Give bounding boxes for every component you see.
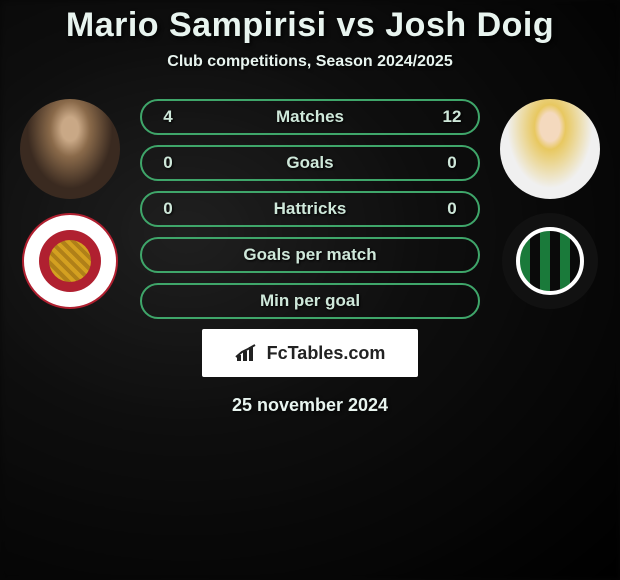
comparison-card: Mario Sampirisi vs Josh Doig Club compet… <box>0 0 620 416</box>
stat-left-value: 0 <box>142 199 194 219</box>
stat-right-value: 0 <box>426 199 478 219</box>
stat-left-value: 4 <box>142 107 194 127</box>
stat-label: Goals <box>194 153 426 173</box>
subtitle: Club competitions, Season 2024/2025 <box>167 53 452 71</box>
left-column <box>18 99 122 309</box>
stat-label: Matches <box>194 107 426 127</box>
stat-row-mpg: Min per goal <box>140 283 480 319</box>
stat-label: Min per goal <box>194 291 426 311</box>
stat-right-value: 0 <box>426 153 478 173</box>
footer-date: 25 november 2024 <box>232 395 388 416</box>
stat-row-gpm: Goals per match <box>140 237 480 273</box>
stat-label: Hattricks <box>194 199 426 219</box>
stat-right-value: 12 <box>426 107 478 127</box>
stats-column: 4 Matches 12 0 Goals 0 0 Hattricks 0 Goa… <box>140 99 480 319</box>
left-club-badge <box>22 213 118 309</box>
brand-text: FcTables.com <box>267 343 386 364</box>
right-player-avatar <box>500 99 600 199</box>
main-row: 4 Matches 12 0 Goals 0 0 Hattricks 0 Goa… <box>0 99 620 319</box>
stat-label: Goals per match <box>194 245 426 265</box>
brand-badge: FcTables.com <box>202 329 418 377</box>
stat-row-goals: 0 Goals 0 <box>140 145 480 181</box>
right-column <box>498 99 602 309</box>
page-title: Mario Sampirisi vs Josh Doig <box>66 6 554 45</box>
right-club-badge <box>502 213 598 309</box>
stat-row-hattricks: 0 Hattricks 0 <box>140 191 480 227</box>
stat-row-matches: 4 Matches 12 <box>140 99 480 135</box>
bar-chart-icon <box>235 343 261 363</box>
stat-left-value: 0 <box>142 153 194 173</box>
left-player-avatar <box>20 99 120 199</box>
